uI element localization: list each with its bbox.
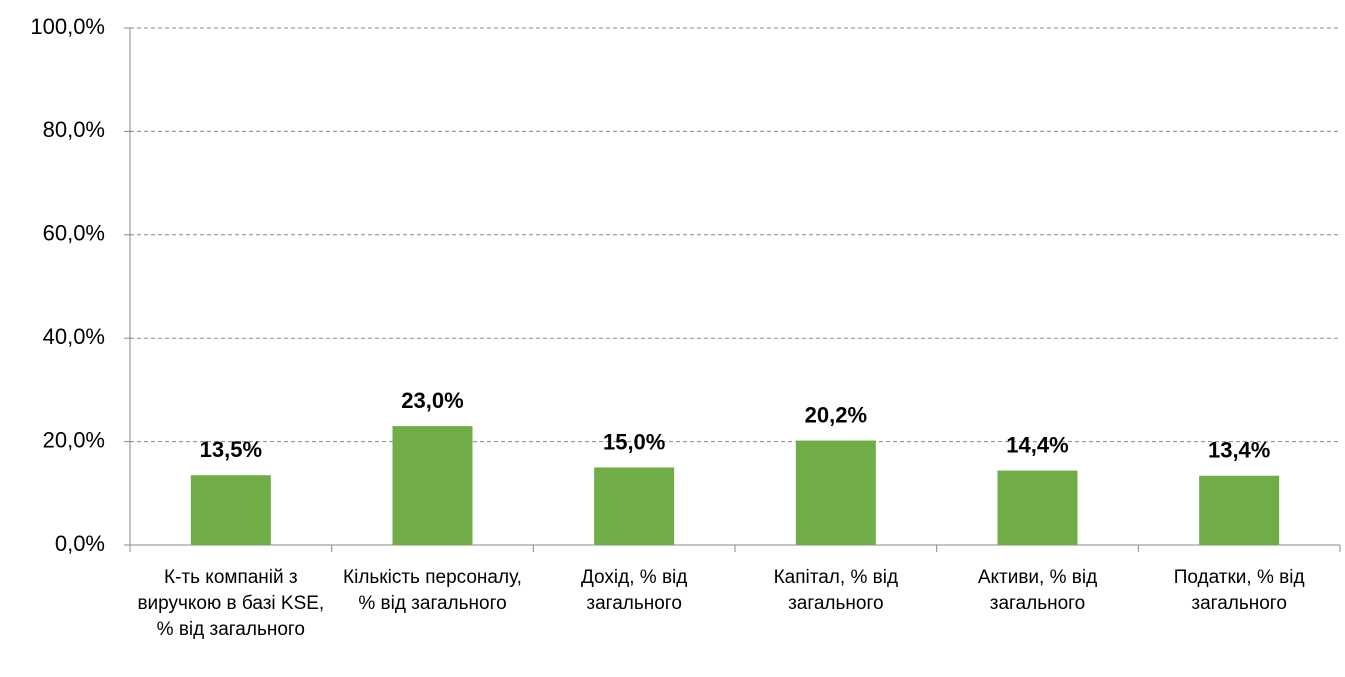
y-tick-label: 80,0%: [43, 117, 105, 142]
x-tick-label: Кількість персоналу, % від загального: [343, 567, 522, 614]
y-tick-label: 0,0%: [55, 531, 105, 556]
bar: [392, 426, 473, 545]
x-tick-label: Дохід, % від загального: [580, 567, 688, 614]
data-label: 13,4%: [1208, 438, 1270, 463]
x-tick-label: Активи, % від загального: [977, 567, 1098, 614]
bar: [594, 467, 675, 545]
data-label: 15,0%: [603, 429, 665, 454]
y-tick-label: 60,0%: [43, 221, 105, 246]
data-label: 20,2%: [805, 402, 867, 427]
data-label: 14,4%: [1006, 432, 1068, 457]
data-label: 23,0%: [401, 388, 463, 413]
y-tick-label: 100,0%: [30, 14, 105, 39]
bar: [997, 470, 1078, 545]
data-label: 13,5%: [200, 437, 262, 462]
bar: [795, 440, 876, 545]
y-tick-label: 20,0%: [43, 427, 105, 452]
x-tick-label: К-ть компаній з виручкою в базі KSE, % в…: [137, 567, 325, 640]
bar: [190, 475, 271, 545]
y-tick-label: 40,0%: [43, 324, 105, 349]
x-tick-label: Капітал, % від загального: [773, 567, 899, 614]
bar: [1199, 475, 1280, 545]
x-tick-label: Податки, % від загального: [1173, 567, 1305, 614]
